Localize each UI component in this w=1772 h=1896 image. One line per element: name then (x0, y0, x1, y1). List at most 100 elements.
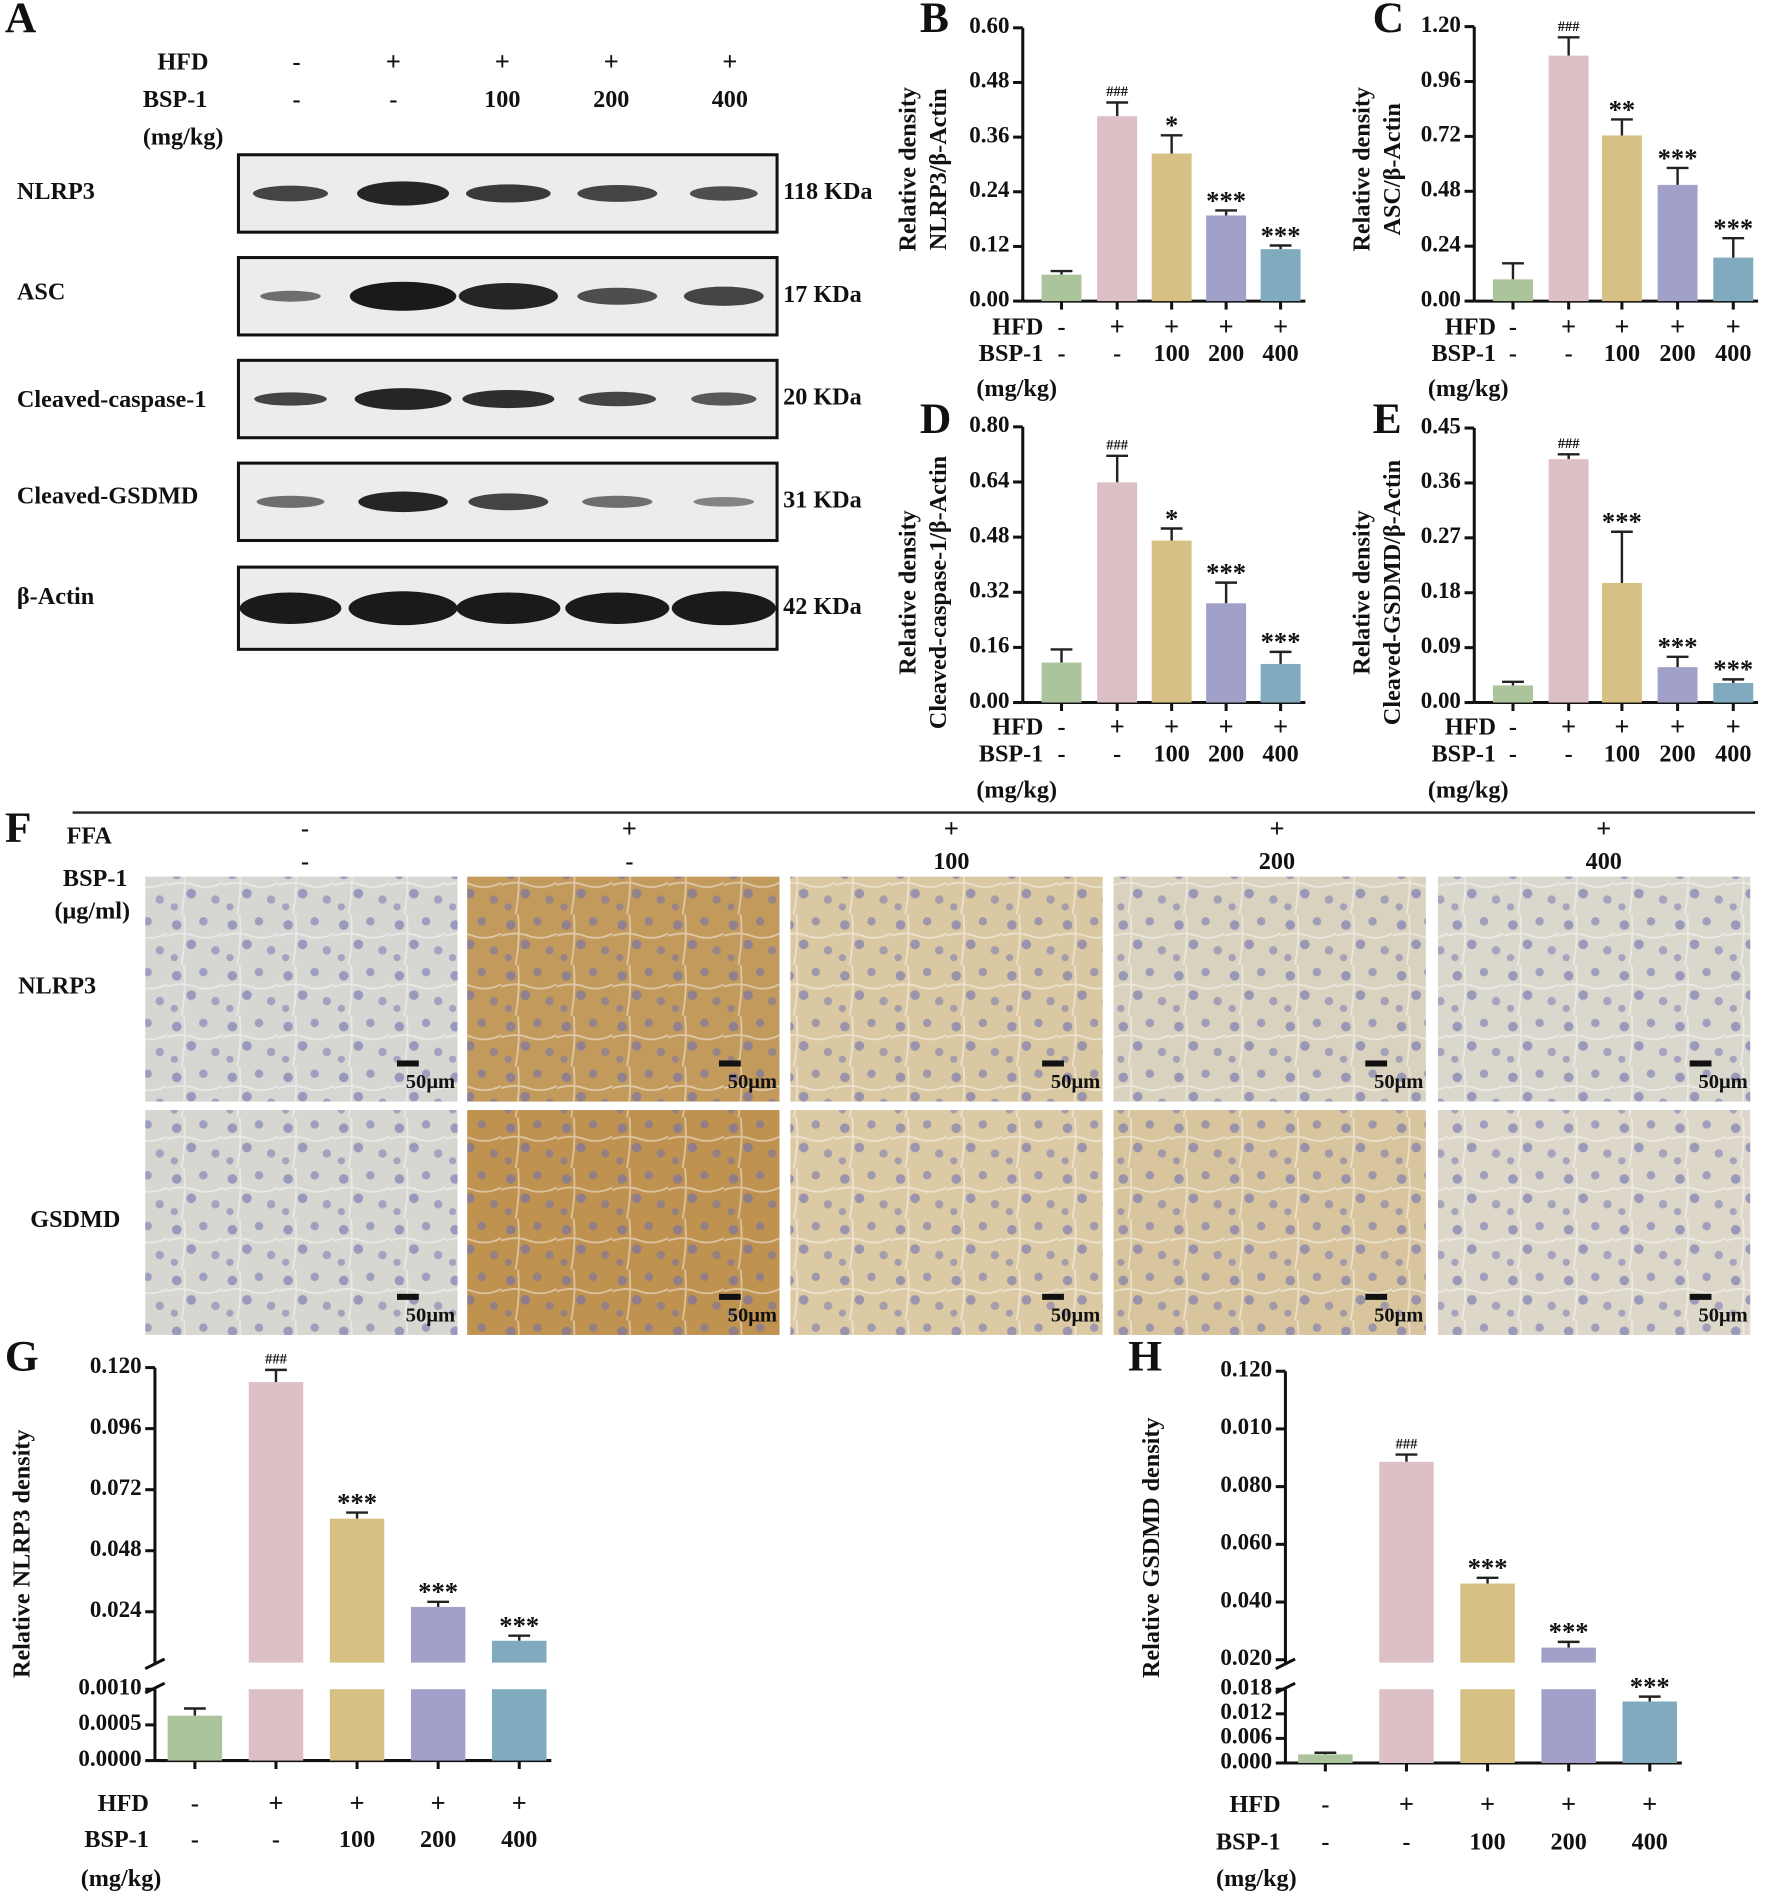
significance: *** (1658, 143, 1698, 173)
condition-cell: - (301, 848, 309, 875)
scale-bar (397, 1293, 419, 1300)
y-tick-label: 0.0005 (78, 1710, 141, 1735)
significance: ** (1609, 94, 1636, 124)
bar (1097, 482, 1138, 703)
y-tick-label: 0.00 (969, 688, 1009, 713)
condition-cell: - (1509, 313, 1517, 340)
condition-label: BSP-1 (1431, 340, 1496, 367)
protein-size: 31 KDa (783, 486, 862, 513)
significance: *** (337, 1487, 377, 1517)
bar (410, 1689, 466, 1761)
unit-label: (mg/kg) (81, 1865, 162, 1892)
bar (1713, 683, 1754, 703)
scale-bar (1689, 1293, 1712, 1300)
condition-cell: + (1219, 711, 1234, 741)
bar (1657, 667, 1698, 703)
significance: *** (1261, 220, 1301, 250)
condition-cell: - (389, 86, 397, 113)
y-tick-label: 0.36 (969, 122, 1009, 147)
condition-cell: - (1565, 340, 1573, 367)
significance: *** (1602, 507, 1642, 537)
condition-cell: 200 (1551, 1829, 1587, 1856)
scale-bar (1042, 1293, 1064, 1300)
ihc-texture (467, 1110, 780, 1335)
y-tick-label: 0.060 (1220, 1530, 1272, 1555)
condition-label: BSP-1 (63, 865, 128, 892)
scale-label: 50μm (1051, 1071, 1100, 1093)
blot-band (239, 592, 342, 624)
y-axis-label: Cleaved-caspase-1/β-Actin (925, 455, 952, 729)
y-tick-label: 1.20 (1421, 12, 1461, 37)
protein-size: 20 KDa (783, 384, 862, 411)
condition-label: HFD (98, 1790, 149, 1817)
scale-label: 50μm (1051, 1305, 1100, 1327)
blot-band (252, 185, 329, 202)
condition-label: HFD (992, 714, 1043, 741)
significance: *** (1206, 557, 1246, 587)
y-tick-label: 0.040 (1220, 1587, 1272, 1612)
blot-band (671, 591, 776, 626)
y-tick-label: 0.048 (90, 1536, 142, 1561)
condition-cell: + (1110, 311, 1125, 341)
condition-cell: 200 (420, 1826, 456, 1853)
significance: *** (1468, 1553, 1508, 1583)
condition-cell: - (1509, 740, 1517, 767)
y-tick-label: 0.48 (969, 522, 1009, 547)
significance: *** (1658, 632, 1698, 662)
panel-letter: B (920, 0, 949, 42)
y-tick-label: 0.60 (969, 13, 1009, 38)
significance: *** (1206, 185, 1246, 215)
condition-cell: - (625, 848, 633, 875)
blot-band (577, 287, 658, 305)
bar (1379, 1461, 1434, 1663)
y-tick-label: 0.024 (90, 1597, 142, 1622)
row-label: GSDMD (30, 1206, 120, 1233)
bar (1541, 1689, 1596, 1763)
ihc-texture (467, 876, 780, 1102)
blot-band (358, 491, 448, 513)
y-tick-label: 0.120 (1220, 1357, 1272, 1382)
protein-label: Cleaved-caspase-1 (17, 386, 207, 413)
condition-cell: + (944, 813, 959, 843)
scale-label: 50μm (1374, 1071, 1423, 1093)
ihc-texture (145, 1110, 458, 1335)
bar (1493, 279, 1533, 302)
bar (1460, 1689, 1515, 1763)
y-axis-label: ASC/β-Actin (1379, 103, 1406, 236)
condition-cell: - (1057, 313, 1065, 340)
y-tick-label: 0.96 (1421, 67, 1461, 92)
condition-cell: 100 (1469, 1829, 1505, 1856)
y-tick-label: 0.80 (969, 412, 1009, 437)
condition-cell: 200 (1659, 740, 1695, 767)
scale-label: 50μm (1374, 1305, 1423, 1327)
blot-band (689, 186, 758, 201)
bar (1260, 249, 1301, 302)
condition-cell: + (1726, 711, 1741, 741)
unit-label: (μg/ml) (54, 897, 130, 924)
scale-label: 50μm (1698, 1071, 1747, 1093)
condition-cell: - (293, 86, 301, 113)
y-tick-label: 0.27 (1421, 523, 1461, 548)
condition-label: HFD (1445, 714, 1496, 741)
blot-band (691, 392, 757, 406)
condition-label: BSP-1 (1431, 740, 1496, 767)
y-tick-label: 0.36 (1421, 468, 1461, 493)
condition-cell: - (191, 1826, 199, 1853)
blot-band (354, 388, 452, 410)
scale-label: 50μm (1698, 1305, 1747, 1327)
axis-break (144, 1681, 166, 1695)
condition-cell: + (1164, 711, 1179, 741)
significance: *** (1630, 1671, 1670, 1701)
condition-cell: + (386, 46, 401, 76)
condition-cell: 200 (1659, 340, 1695, 367)
bar (248, 1689, 304, 1761)
condition-cell: + (604, 46, 619, 76)
condition-cell: + (1561, 1789, 1576, 1819)
condition-cell: + (268, 1787, 283, 1817)
bar (1548, 459, 1589, 703)
bar (1601, 582, 1642, 703)
significance: *** (418, 1577, 458, 1607)
significance: ### (1106, 437, 1129, 453)
condition-label: BSP-1 (979, 740, 1044, 767)
protein-size: 17 KDa (783, 281, 862, 308)
